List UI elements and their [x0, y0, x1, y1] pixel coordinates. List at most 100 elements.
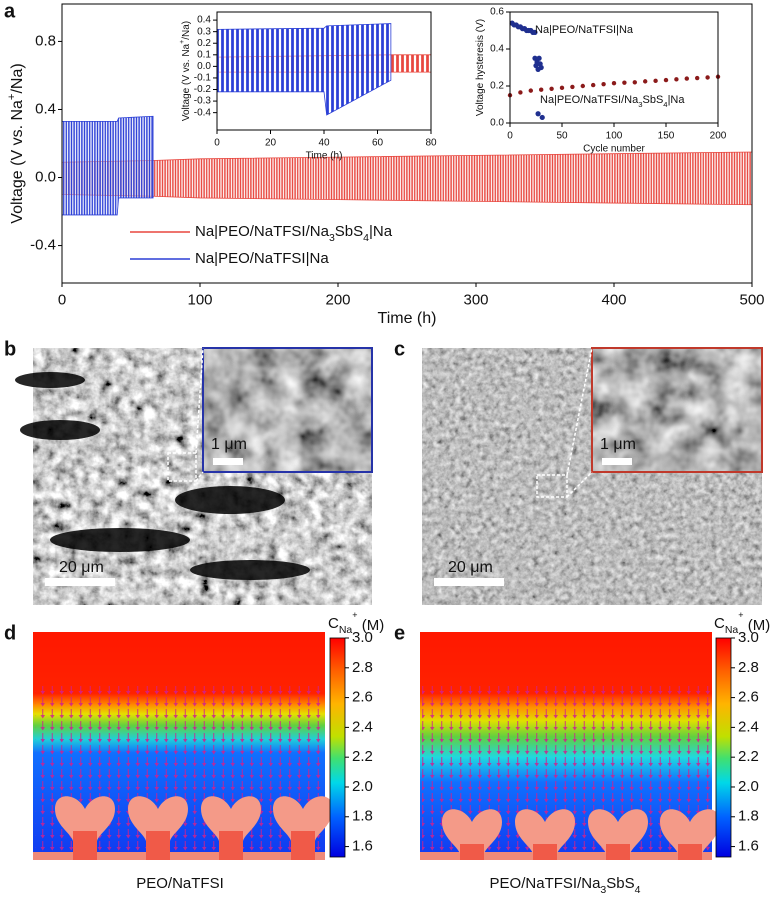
point — [611, 81, 617, 86]
annotation: Na|PEO/NaTFSI|Na — [535, 24, 634, 36]
sem-inset-texture — [204, 349, 371, 471]
annotation-part: |Na — [668, 94, 686, 106]
point — [532, 29, 538, 35]
caption-part: SbS — [606, 875, 634, 892]
zoom-line — [566, 347, 593, 476]
caption-part: 3 — [600, 884, 606, 896]
zoom-line — [566, 471, 593, 498]
y-axis-label-part: /Na) — [9, 63, 26, 93]
colorbar-tick-label: 3.0 — [738, 629, 759, 646]
colorbar-tick-label: 2.0 — [352, 778, 373, 795]
y-tick-label: 0.6 — [490, 7, 504, 18]
y-tick-label: 0.2 — [197, 38, 211, 49]
point — [535, 66, 541, 72]
plot-area — [510, 12, 718, 123]
point — [653, 78, 658, 84]
y-tick-label: 0.8 — [35, 32, 56, 49]
colorbar-tick-label: 1.8 — [352, 808, 373, 825]
annotation-part: 3 — [638, 100, 642, 109]
y-tick-label: 0.3 — [197, 26, 211, 37]
title-part: (M) — [744, 617, 771, 634]
x-tick-label: 40 — [318, 138, 330, 149]
point — [591, 82, 596, 88]
dendrite — [55, 796, 115, 841]
x-axis-label: Cycle number — [583, 144, 645, 155]
point — [539, 87, 544, 92]
y-axis-label-part: Voltage hysteresis (V) — [475, 19, 486, 116]
y-tick-label: -0.4 — [30, 237, 56, 254]
colorbar — [329, 637, 346, 858]
point — [580, 83, 585, 89]
sodium-base — [33, 852, 325, 860]
dendrite-stem — [291, 831, 315, 860]
annotation-part: Na|PEO/NaTFSI/Na — [540, 94, 639, 106]
x-tick-label: 200 — [325, 291, 350, 308]
dendrite — [660, 809, 720, 854]
point — [537, 61, 543, 67]
inset-scale-label: 1 μm — [211, 436, 247, 453]
colorbar-tick-label: 2.8 — [738, 659, 759, 676]
colorbar-tick-label: 1.6 — [738, 838, 759, 855]
legend-label-part: 4 — [363, 232, 369, 244]
zoom-box — [167, 452, 197, 482]
sem-pore — [175, 486, 285, 514]
title-part: C — [328, 615, 339, 632]
panel-label: b — [4, 338, 16, 360]
y-axis-label-part: + — [179, 40, 186, 44]
point — [539, 114, 545, 121]
inset-scale-bar — [213, 458, 243, 465]
y-tick-label: -0.4 — [194, 107, 212, 118]
x-tick-label: 500 — [739, 291, 764, 308]
caption: PEO/NaTFSI/Na3SbS4 — [490, 875, 641, 896]
voltage-band — [216, 23, 392, 116]
title-part: Na — [339, 624, 353, 636]
x-tick-label: 60 — [372, 138, 384, 149]
title-part: + — [738, 610, 743, 620]
colorbar-tick-label: 2.6 — [738, 689, 759, 706]
x-tick-label: 300 — [463, 291, 488, 308]
point — [518, 90, 523, 95]
y-tick-label: -0.2 — [194, 84, 212, 95]
panel-label: d — [4, 622, 16, 644]
point — [549, 86, 554, 91]
dendrite — [273, 796, 333, 841]
title-part: C — [714, 615, 725, 632]
caption-part: PEO/NaTFSI/Na — [490, 875, 602, 892]
y-tick-label: 0.0 — [490, 118, 504, 129]
scale-bar — [434, 578, 504, 586]
sem-pore — [15, 372, 85, 388]
x-tick-label: 80 — [425, 138, 437, 149]
x-tick-label: 50 — [556, 131, 568, 142]
colorbar-tick-label: 2.6 — [352, 689, 373, 706]
caption: PEO/NaTFSI — [136, 875, 224, 892]
x-tick-label: 400 — [601, 291, 626, 308]
point — [695, 75, 700, 81]
dendrite-stem — [606, 844, 630, 860]
x-axis-label: Time (h) — [378, 310, 437, 327]
caption-part: PEO/NaTFSI — [136, 875, 224, 892]
y-tick-label: 0.2 — [490, 81, 504, 92]
dendrite-stem — [460, 844, 484, 860]
point — [535, 111, 541, 117]
colorbar-title: CNa + (M) — [714, 610, 770, 635]
dendrite — [515, 809, 575, 854]
dendrite — [442, 809, 502, 854]
point — [559, 85, 565, 91]
x-tick-label: 100 — [606, 131, 623, 142]
legend-label: Na|PEO/NaTFSI/Na3SbS4|Na — [195, 223, 393, 244]
caption-part: 4 — [635, 884, 641, 896]
x-tick-label: 150 — [658, 131, 675, 142]
colorbar-tick-label: 2.2 — [352, 748, 373, 765]
y-tick-label: 0.4 — [490, 44, 504, 55]
voltage-band — [61, 115, 154, 216]
annotation-part: Na|PEO/NaTFSI|Na — [535, 24, 634, 36]
y-axis-label-part: /Na) — [181, 21, 192, 40]
x-tick-label: 0 — [58, 291, 66, 308]
colorbar-tick-label: 2.4 — [352, 718, 373, 735]
y-axis-label: Voltage (V vs. Na+/Na) — [179, 21, 191, 121]
dendrite-stem — [678, 844, 702, 860]
dendrite — [201, 796, 261, 841]
title-part: (M) — [358, 617, 385, 634]
y-tick-label: 0.0 — [197, 61, 211, 72]
